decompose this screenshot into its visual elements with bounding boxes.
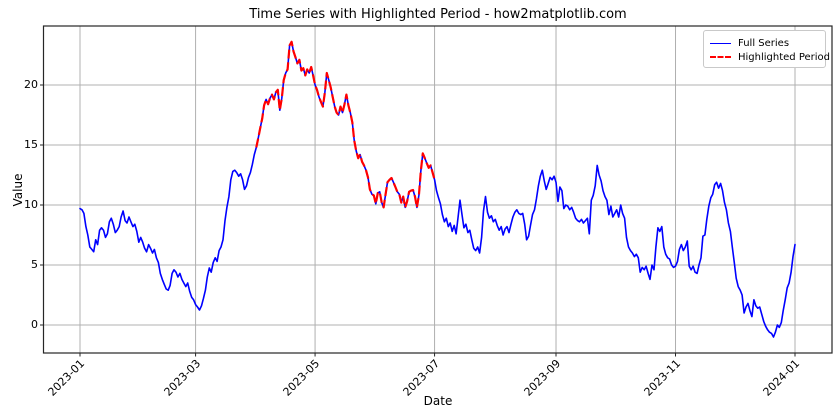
- y-tick-label: 15: [24, 137, 38, 151]
- plot-border: [42, 25, 833, 354]
- tick-marks: [40, 84, 796, 357]
- legend-label-highlighted-period: Highlighted Period: [738, 51, 831, 63]
- legend-solid-line-sample: [710, 42, 731, 44]
- full-series-line: [79, 40, 796, 338]
- chart-title: Time Series with Highlighted Period - ho…: [249, 7, 627, 22]
- highlighted-period-line: [255, 40, 436, 209]
- y-tick-label: 0: [31, 317, 38, 331]
- y-tick-label: 10: [24, 197, 38, 211]
- legend-label-full-series: Full Series: [738, 37, 790, 49]
- legend-item-full-series: Full Series: [710, 36, 819, 50]
- axis-frame: [42, 25, 833, 354]
- legend: Full Series Highlighted Period: [703, 30, 830, 68]
- legend-item-highlighted-period: Highlighted Period: [710, 50, 830, 64]
- legend-dashed-line-sample: [710, 56, 731, 58]
- y-axis-label: Value: [11, 173, 25, 207]
- y-tick-label: 5: [31, 257, 38, 271]
- y-tick-label: 20: [24, 77, 38, 91]
- x-axis-label: Date: [423, 394, 453, 408]
